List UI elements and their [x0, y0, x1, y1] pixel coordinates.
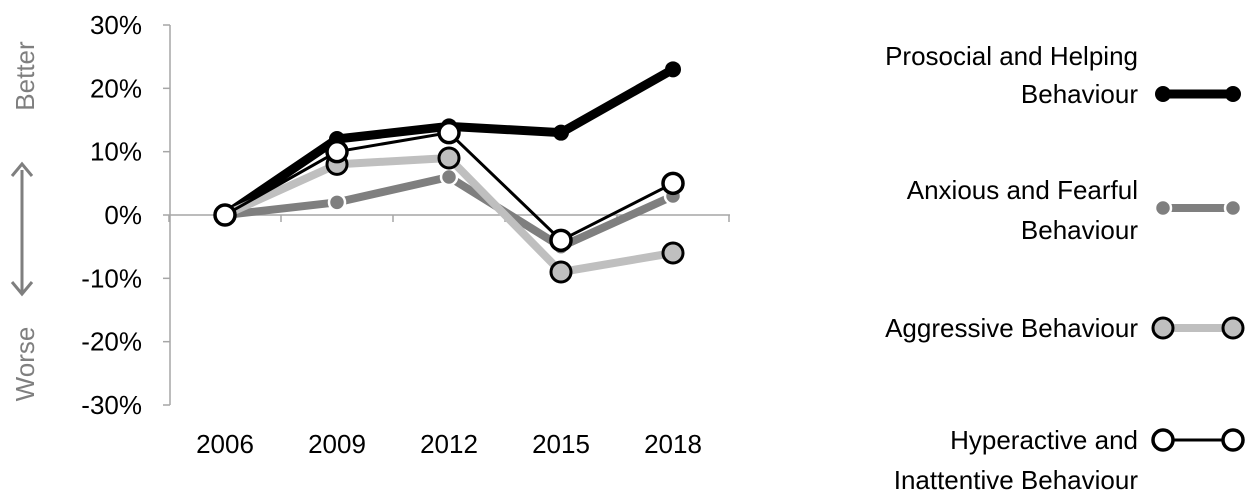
legend-key-marker [1151, 428, 1175, 452]
worse-label: Worse [10, 327, 40, 402]
direction-indicator: Better Worse [10, 41, 40, 401]
y-tick-label: -20% [81, 327, 142, 357]
series-hyperactive-point [661, 171, 685, 196]
arrow-up-icon [10, 161, 34, 177]
x-tick-label: 2018 [644, 429, 702, 459]
y-tick-label: 0% [104, 200, 142, 230]
series-hyperactive-point [437, 120, 461, 145]
y-tick-label: -30% [81, 390, 142, 420]
x-tick-labels: 2006 2009 2012 2015 2018 [196, 429, 702, 459]
series-prosocial-point [553, 124, 569, 141]
series-prosocial-point [665, 61, 681, 78]
legend-label: Hyperactive and [950, 425, 1138, 455]
legend-key-marker [1155, 86, 1171, 102]
y-tick-label: 20% [90, 73, 142, 103]
legend-label: Anxious and Fearful [907, 175, 1138, 205]
legend-key-marker [1223, 198, 1243, 218]
y-tick-label: -10% [81, 263, 142, 293]
legend-key-marker [1151, 316, 1175, 340]
y-tick-labels: 30% 20% 10% 0% -10% -20% -30% [81, 10, 142, 420]
series-aggressive [223, 146, 685, 284]
series-hyperactive-point [325, 139, 349, 164]
legend-entry-prosocial: Prosocial and Helping Behaviour [885, 41, 1241, 109]
series-aggressive-point [661, 241, 685, 265]
legend-key-marker [1221, 428, 1245, 452]
legend-entry-anxious: Anxious and Fearful Behaviour [907, 175, 1243, 245]
arrow-down-icon [10, 281, 34, 297]
legend-label: Behaviour [1021, 79, 1138, 109]
series-aggressive-point [549, 260, 573, 284]
legend-label: Inattentive Behaviour [894, 465, 1139, 491]
series-hyperactive-point [549, 228, 573, 253]
series-anxious-point [439, 167, 459, 187]
legend-label: Prosocial and Helping [885, 41, 1138, 71]
legend-label: Aggressive Behaviour [885, 313, 1138, 343]
x-tick-label: 2006 [196, 429, 254, 459]
series-aggressive-point [437, 146, 461, 170]
series-anxious-point [327, 193, 347, 212]
series-hyperactive [213, 120, 685, 253]
x-tick-label: 2015 [532, 429, 590, 459]
legend-entry-aggressive: Aggressive Behaviour [885, 313, 1245, 343]
legend-key-marker [1153, 198, 1173, 218]
x-tick-label: 2012 [420, 429, 478, 459]
legend-entry-hyperactive: Hyperactive and Inattentive Behaviour [894, 425, 1245, 491]
legend-label: Behaviour [1021, 215, 1138, 245]
y-tick-label: 10% [90, 137, 142, 167]
series-hyperactive-point [213, 203, 237, 227]
legend-key-marker [1221, 316, 1245, 340]
series-layer [213, 61, 685, 284]
y-tick-label: 30% [90, 10, 142, 40]
better-label: Better [10, 41, 40, 111]
legend-key-marker [1225, 86, 1241, 102]
x-tick-label: 2009 [308, 429, 366, 459]
